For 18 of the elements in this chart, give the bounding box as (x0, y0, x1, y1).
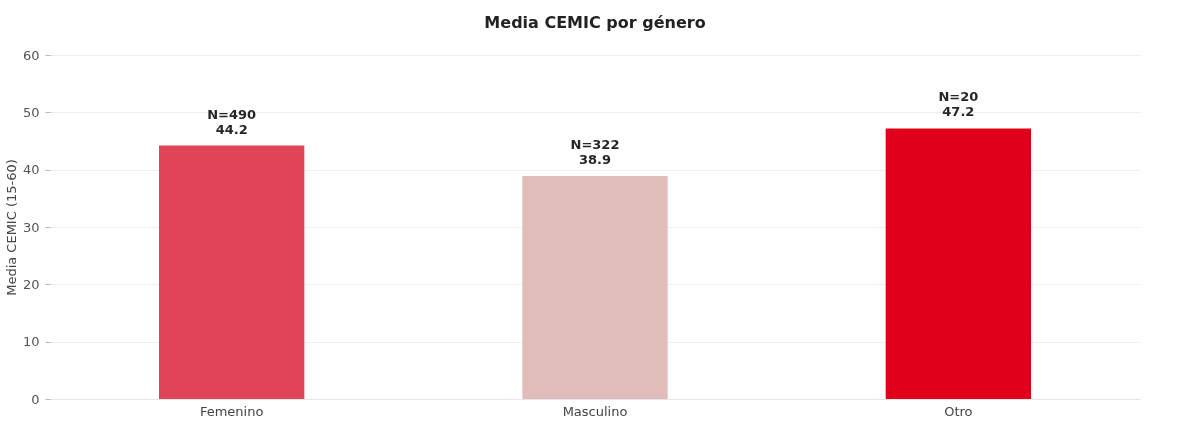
data-label: N=490 44.2 (207, 106, 257, 137)
data-label: N=322 38.9 (570, 136, 620, 167)
y-tick-label: 20 (22, 276, 40, 292)
y-tick-label: 10 (22, 334, 40, 350)
y-tick-label: 30 (22, 219, 40, 235)
x-tick-label: Otro (944, 403, 973, 419)
y-tick-label: 0 (31, 391, 40, 407)
y-tick-label: 50 (22, 104, 40, 120)
bar (885, 128, 1031, 399)
data-label: N=20 47.2 (938, 89, 979, 120)
x-tick-label: Masculino (562, 403, 628, 419)
y-tick-label: 60 (22, 47, 40, 63)
bar (522, 175, 668, 399)
y-tick-label: 40 (22, 162, 40, 178)
x-tick-label: Femenino (199, 403, 264, 419)
bar (159, 145, 305, 399)
chart-title: Media CEMIC por género (484, 13, 706, 32)
y-axis-title: Media CEMIC (15-60) (3, 159, 19, 296)
